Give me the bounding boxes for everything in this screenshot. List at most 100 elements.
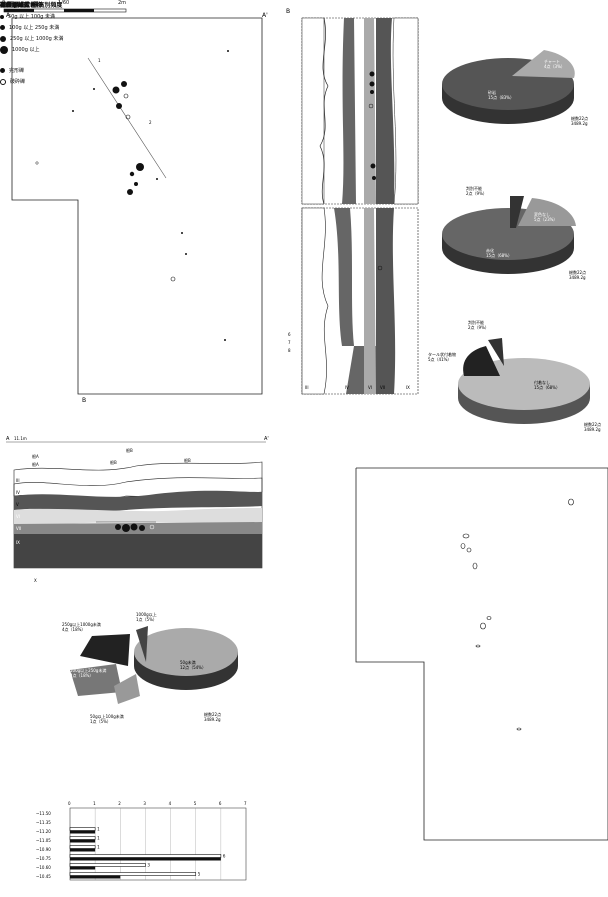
bar-value-b (70, 875, 121, 879)
plan-marker-2: 2 (149, 120, 152, 125)
bar-xtick-label: 3 (143, 801, 146, 806)
pie-weight-total: 総数22点 3489.2g (204, 711, 221, 722)
section-upper-length-8: 8 (288, 348, 291, 353)
legend-item-50: 50g 未満 (0, 0, 63, 11)
bar-xtick-label: 4 (169, 801, 172, 806)
plan-label-a2: A' (262, 12, 268, 19)
bar-xtick-label: 5 (194, 801, 197, 806)
section-lower-root-1: 根A (32, 461, 39, 467)
bar-value-b (70, 857, 221, 861)
pie-color-total: 総数22点 3489.2g (569, 269, 586, 280)
section-lower-layer-9: IX (16, 540, 20, 545)
pie-weight-label-0: 1000g以上 1点（5%） (136, 611, 157, 622)
bar-chart-title: 11号礫群 標高別頻度 (0, 2, 63, 9)
section-upper-label: B (286, 8, 290, 15)
legend: 50g 未満 50g 以上 100g 未満 100g 以上 250g 未満 25… (0, 0, 63, 87)
section-drawing-upper: B III IV VI VII IX 6 7 8 (286, 8, 419, 395)
scale-right: 2m (118, 0, 127, 6)
section-lower-root-3: 根B (110, 459, 117, 465)
bar-data-label: 5 (198, 872, 201, 877)
bar-category-label: ~11.35 (36, 820, 51, 825)
bar-category-label: ~10.75 (36, 856, 51, 861)
plan-marker-1: 1 (98, 58, 101, 63)
bar-xtick-label: 6 (219, 801, 222, 806)
pie-weight-chart: 1000g以上 1点（5%） 250g以上1000g未満 4点（18%） 100g以… (62, 611, 238, 724)
pie-weight-label-2: 100g以上250g未満 4点（18%） (70, 667, 106, 678)
section-upper-mark-7: VII (380, 385, 385, 390)
bar-value-b (70, 830, 96, 834)
bar-data-label: 1 (97, 836, 100, 841)
pie-rock-chart: チャート 4点（3%） 砂岩 15点（83%） 総数22点 3489.2g (442, 50, 588, 126)
pie-weight-title: 重量別組成 (0, 2, 31, 9)
pie-color-chart: 判別不能 2点（9%） 変色なし 5点（23%） 赤化 15点（68%） 総数22点 3… (442, 185, 586, 280)
bar-value-b (70, 839, 96, 843)
bar-value-b (70, 848, 96, 852)
bar-data-label: 6 (223, 854, 226, 859)
section-upper-length-7: 7 (288, 340, 291, 345)
legend-item-1000plus: 1000g 以上 (0, 44, 63, 55)
pie-rock-total: 総数22点 3489.2g (571, 115, 588, 126)
bar-category-label: ~11.20 (36, 829, 51, 834)
section-lower-layer-5: V (16, 502, 19, 507)
bar-xtick-label: 0 (68, 801, 71, 806)
pie-weight-label-3: 50g未満 12点（54%） (180, 659, 206, 670)
scale-bar: 0 1/60 2m (0, 0, 130, 16)
legend-complete: 完形礫 (0, 65, 63, 76)
bar-value-b (70, 866, 96, 870)
pie-weight-label-4: 50g以上100g未満 1点（5%） (90, 713, 124, 724)
pie-rock-title: 石質組成 (0, 2, 25, 9)
section-lower-root-2: 根B (126, 447, 133, 453)
plan-label-b: B (82, 397, 86, 404)
pie-attach-chart: 判別不能 2点（9%） タール状付着物 5点（41%） 付着なし 15点（68%） 総… (428, 319, 601, 432)
section-lower-layer-3: III (16, 478, 20, 483)
section-drawing-lower: A 11.1m A' 根A 根A 根B 根B 根B III IV V VI VI… (6, 436, 269, 583)
bar-value-a (69, 854, 222, 858)
section-lower-label-a: A (6, 436, 10, 442)
legend-item-1000: 250g 以上 1000g 未満 (0, 33, 63, 44)
section-lower-label-a2: A' (264, 436, 269, 442)
pie-attach-label-0: 判別不能 2点（9%） (468, 319, 489, 330)
legend-item-100: 50g 以上 100g 未満 (0, 11, 63, 22)
section-lower-level: 11.1m (14, 436, 27, 441)
bar-data-label: 1 (97, 845, 100, 850)
legend-item-250: 100g 以上 250g 未満 (0, 22, 63, 33)
bar-xtick-label: 2 (118, 801, 121, 806)
pie-attach-title: 礫表面の付着物 (0, 2, 43, 9)
pie-weight-label-1: 250g以上1000g未満 4点（18%） (62, 621, 101, 632)
section-upper-mark-3: III (305, 385, 309, 390)
pie-rock-label-1: 砂岩 15点（83%） (488, 89, 514, 100)
plan-view-top: A A' B 1 2 (6, 12, 268, 404)
bar-data-label: 3 (147, 863, 150, 868)
bar-data-label: 1 (97, 827, 100, 832)
bar-category-label: ~11.05 (36, 838, 51, 843)
pie-color-label-1: 変色なし 5点（23%） (534, 211, 557, 222)
section-upper-mark-9: IX (406, 385, 410, 390)
bar-value-a (69, 872, 197, 876)
legend-broken: 破砕礫 (0, 76, 63, 87)
bar-category-label: ~10.45 (36, 874, 51, 879)
bar-value-a (69, 863, 146, 867)
pie-color-title: 礫表面の変色 (0, 2, 37, 9)
bar-category-label: ~10.60 (36, 865, 51, 870)
bar-xtick-label: 1 (93, 801, 96, 806)
pie-color-label-0: 判別不能 2点（9%） (466, 185, 487, 196)
bar-category-label: ~10.90 (36, 847, 51, 852)
plan-label-a: A (6, 12, 11, 19)
scale-left: 0 (2, 0, 6, 6)
pie-attach-label-2: 付着なし 15点（68%） (534, 379, 560, 390)
section-lower-layer-4: IV (16, 490, 20, 495)
bar-category-label: ~11.50 (36, 811, 51, 816)
bar-xtick-label: 7 (244, 801, 247, 806)
bar-value-a (69, 845, 96, 849)
pie-attach-label-1: タール状付着物 5点（41%） (428, 351, 456, 362)
section-upper-mark-6: VI (368, 385, 372, 390)
plan-view-right (355, 467, 608, 841)
pie-rock-label-0: チャート 4点（3%） (544, 59, 565, 69)
section-lower-root-0: 根A (32, 453, 39, 459)
section-upper-length-6: 6 (288, 332, 291, 337)
pie-color-label-2: 赤化 15点（68%） (486, 247, 512, 258)
bar-value-a (69, 836, 96, 840)
bar-chart: 0 1 2 3 4 5 6 7 ~11.50 ~11.35 ~11.20 1 ~11.05 1 ~10.90… (36, 801, 247, 881)
section-lower-layer-10: X (34, 578, 37, 583)
section-lower-root-4: 根B (184, 457, 191, 463)
